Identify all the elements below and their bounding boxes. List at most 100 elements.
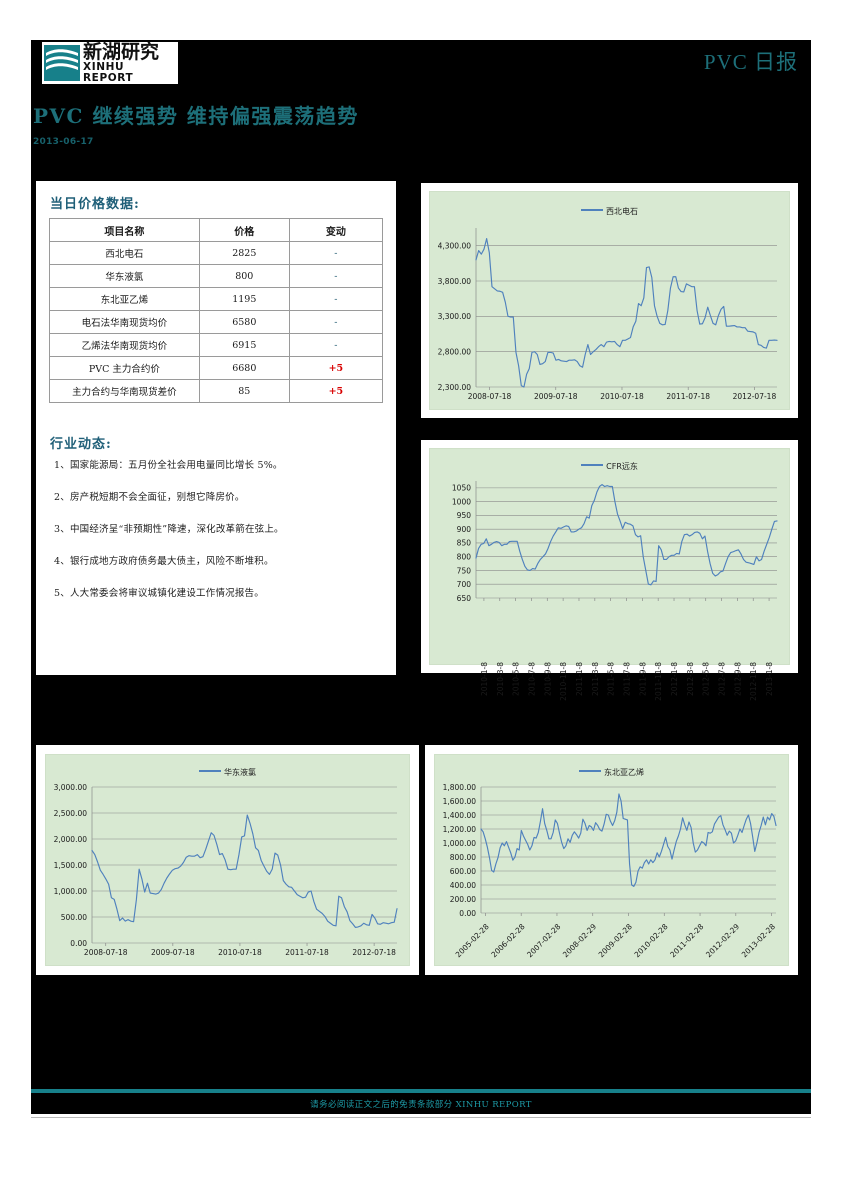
svg-text:2,500.00: 2,500.00 (54, 809, 88, 818)
svg-text:600.00: 600.00 (450, 867, 476, 876)
list-item: 5、人大常委会将审议城镇化建设工作情况报告。 (54, 588, 264, 599)
svg-text:800.00: 800.00 (450, 853, 476, 862)
cell-item-name: 电石法华南现货均价 (49, 310, 200, 334)
footer-rule (31, 1089, 811, 1093)
col-header-name: 项目名称 (49, 218, 200, 242)
table-row: PVC 主力合约价 6680 +5 (49, 356, 384, 380)
svg-text:2011-1-8: 2011-1-8 (575, 662, 584, 696)
logo-text-en: XINHU REPORT (83, 61, 134, 84)
legend-label: 华东液氯 (224, 768, 256, 777)
chart-panel-xibei-dianshi: 西北电石 2,300.00 2,800.00 3,300.00 3,800.00 4,3… (421, 183, 798, 418)
chart-xibei-dianshi: 西北电石 2,300.00 2,800.00 3,300.00 3,800.00 4,3… (429, 191, 790, 410)
chart-panel-cfr-yuandong: CFR远东 650 700 750 800 850 900 950 1000 1050 2010-… (421, 440, 798, 701)
svg-text:2,300.00: 2,300.00 (438, 383, 472, 392)
svg-text:4,300.00: 4,300.00 (438, 241, 472, 250)
industry-news-title: 行业动态: (50, 437, 112, 452)
svg-text:2012-07-18: 2012-07-18 (733, 392, 777, 401)
svg-text:2012-3-8: 2012-3-8 (686, 662, 695, 696)
legend-line-icon (581, 464, 604, 466)
svg-text:2008-02-29: 2008-02-29 (561, 922, 598, 959)
legend-label: 东北亚乙烯 (604, 768, 644, 777)
chart-legend: 西北电石 (430, 206, 789, 217)
chart-huadong-yelv: 华东液氯 0.00 500.00 1,000.00 1,500.00 2,000.00 2… (45, 754, 410, 966)
svg-text:2011-5-8: 2011-5-8 (607, 662, 616, 696)
svg-text:0.00: 0.00 (70, 939, 87, 948)
svg-text:3,800.00: 3,800.00 (438, 277, 472, 286)
legend-line-icon (579, 770, 601, 772)
svg-text:1,000.00: 1,000.00 (54, 887, 88, 896)
document-type-title: PVC 日报 (703, 50, 798, 74)
chart-cfr-yuandong: CFR远东 650 700 750 800 850 900 950 1000 1050 2010-… (429, 448, 790, 701)
price-table: 项目名称 价格 变动 西北电石 2825 - 华东液氯 800 - 东北亚乙烯 (49, 218, 384, 403)
svg-text:2,000.00: 2,000.00 (54, 835, 88, 844)
plot-area: 0.00 200.00 400.00 600.00 800.00 1,000.00 1,20… (435, 781, 782, 965)
table-row: 主力合约与华南现货差价 85 +5 (49, 379, 384, 403)
svg-text:2010-5-8: 2010-5-8 (512, 662, 521, 696)
cell-change: - (288, 287, 384, 311)
report-date: 2013-06-17 (33, 137, 94, 147)
list-item: 3、中国经济呈“非预期性”降速，深化改革箭在弦上。 (54, 524, 284, 535)
footer-band (31, 1096, 811, 1114)
col-header-price: 价格 (198, 218, 290, 242)
svg-text:1000: 1000 (452, 497, 471, 506)
svg-text:1,400.00: 1,400.00 (443, 811, 477, 820)
svg-text:2011-7-8: 2011-7-8 (623, 662, 632, 696)
svg-text:2011-02-28: 2011-02-28 (668, 922, 705, 959)
svg-text:2011-07-18: 2011-07-18 (666, 392, 710, 401)
svg-text:2012-02-29: 2012-02-29 (704, 922, 741, 959)
list-item: 1、国家能源局：五月份全社会用电量同比增长 5%。 (54, 460, 283, 471)
svg-text:2012-1-8: 2012-1-8 (670, 662, 679, 696)
svg-text:2010-02-28: 2010-02-28 (632, 922, 669, 959)
svg-text:2010-1-8: 2010-1-8 (480, 662, 489, 696)
cell-change: +5 (288, 379, 384, 403)
svg-text:700: 700 (457, 580, 472, 589)
wave-logo-icon (44, 45, 80, 81)
svg-text:2012-07-18: 2012-07-18 (352, 948, 396, 957)
svg-text:2009-02-28: 2009-02-28 (597, 922, 634, 959)
chart-panel-huadong-yelv: 华东液氯 0.00 500.00 1,000.00 1,500.00 2,000.00 2… (36, 745, 419, 975)
svg-text:500.00: 500.00 (61, 913, 87, 922)
cell-change: - (288, 241, 384, 265)
cell-change: - (288, 310, 384, 334)
footer-bottom-line (31, 1117, 811, 1118)
chart-dongbeiya-yixi: 东北亚乙烯 0.00 200.00 400.00 600.00 800.00 1,000.… (434, 754, 789, 966)
footer-disclaimer: 请务必阅读正文之后的免责条款部分 XINHU REPORT (310, 1100, 532, 1110)
svg-text:2011-07-18: 2011-07-18 (285, 948, 329, 957)
legend-line-icon (199, 770, 221, 772)
svg-text:2011-11-8: 2011-11-8 (654, 662, 663, 701)
plot-area: 650 700 750 800 850 900 950 1000 1050 2010-1-8 201… (430, 475, 783, 701)
chart-legend: 东北亚乙烯 (435, 767, 788, 778)
svg-text:2007-02-28: 2007-02-28 (525, 922, 562, 959)
cell-item-name: 华东液氯 (49, 264, 200, 288)
cell-change: +5 (288, 356, 384, 380)
svg-text:2008-07-18: 2008-07-18 (84, 948, 128, 957)
legend-label: 西北电石 (606, 207, 638, 216)
cell-item-name: PVC 主力合约价 (49, 356, 200, 380)
cell-price: 6680 (198, 356, 290, 380)
logo-text-cn: 新湖研究 (83, 41, 160, 63)
report-headline: PVC 继续强势 维持偏强震荡趋势 (33, 104, 359, 128)
svg-text:2012-7-8: 2012-7-8 (718, 662, 727, 696)
svg-text:1050: 1050 (452, 484, 471, 493)
svg-text:3,300.00: 3,300.00 (438, 312, 472, 321)
cell-price: 6580 (198, 310, 290, 334)
xinhu-logo: 新湖研究 XINHU REPORT (42, 42, 178, 84)
svg-text:2013-1-8: 2013-1-8 (765, 662, 774, 696)
svg-text:650: 650 (457, 594, 472, 603)
chart-legend: CFR远东 (430, 461, 789, 472)
chart-panel-dongbeiya-yixi: 东北亚乙烯 0.00 200.00 400.00 600.00 800.00 1,000.… (425, 745, 798, 975)
svg-text:1,000.00: 1,000.00 (443, 839, 477, 848)
cell-price: 2825 (198, 241, 290, 265)
table-row: 西北电石 2825 - (49, 241, 384, 265)
list-item: 2、房产税短期不会全面征，别想它降房价。 (54, 492, 245, 503)
chart-legend: 华东液氯 (46, 767, 409, 778)
cell-price: 800 (198, 264, 290, 288)
svg-text:1,200.00: 1,200.00 (443, 825, 477, 834)
svg-text:2010-07-18: 2010-07-18 (600, 392, 644, 401)
plot-area: 0.00 500.00 1,000.00 1,500.00 2,000.00 2,500.… (46, 781, 403, 965)
legend-line-icon (581, 209, 603, 211)
svg-text:850: 850 (457, 539, 472, 548)
price-and-news-panel: 当日价格数据: 项目名称 价格 变动 西北电石 2825 - 华东液氯 800 (36, 181, 396, 675)
cell-price: 6915 (198, 333, 290, 357)
